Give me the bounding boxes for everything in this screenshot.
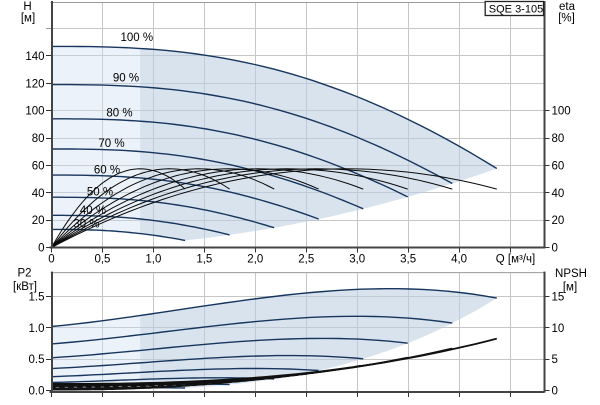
svg-text:50 %: 50 % <box>87 187 113 199</box>
svg-text:40: 40 <box>32 188 45 200</box>
svg-text:[м]: [м] <box>21 13 35 25</box>
svg-text:0.5: 0.5 <box>29 354 45 366</box>
svg-text:NPSH: NPSH <box>555 268 587 280</box>
svg-text:100 %: 100 % <box>120 32 153 44</box>
svg-text:0: 0 <box>552 386 558 398</box>
svg-text:SQE 3-105: SQE 3-105 <box>489 3 543 15</box>
svg-text:40 %: 40 % <box>80 205 106 217</box>
svg-text:5: 5 <box>552 354 558 366</box>
svg-text:60 %: 60 % <box>94 165 120 177</box>
svg-text:80: 80 <box>32 133 45 145</box>
svg-text:1.5: 1.5 <box>29 291 45 303</box>
svg-text:90 %: 90 % <box>113 73 139 85</box>
svg-text:20: 20 <box>32 215 45 227</box>
svg-text:0: 0 <box>38 243 44 255</box>
svg-text:0.0: 0.0 <box>29 386 45 398</box>
svg-text:80: 80 <box>552 133 565 145</box>
svg-text:2,5: 2,5 <box>298 254 314 266</box>
svg-text:20: 20 <box>552 215 565 227</box>
svg-text:H: H <box>23 1 31 13</box>
svg-text:1.0: 1.0 <box>29 323 45 335</box>
svg-text:60: 60 <box>552 160 565 172</box>
svg-text:3,0: 3,0 <box>349 254 365 266</box>
svg-text:100: 100 <box>552 106 571 118</box>
svg-text:0: 0 <box>552 243 558 255</box>
svg-text:80 %: 80 % <box>106 108 132 120</box>
svg-text:0,5: 0,5 <box>94 254 110 266</box>
svg-text:100: 100 <box>25 106 44 118</box>
svg-text:0: 0 <box>48 254 54 266</box>
svg-text:P2: P2 <box>17 268 31 280</box>
svg-text:[кВт]: [кВт] <box>13 281 37 293</box>
svg-text:30 %: 30 % <box>73 219 99 231</box>
svg-text:1,0: 1,0 <box>145 254 161 266</box>
svg-text:70 %: 70 % <box>98 138 124 150</box>
svg-text:15: 15 <box>552 291 565 303</box>
svg-text:10: 10 <box>552 323 565 335</box>
svg-text:2,0: 2,0 <box>247 254 263 266</box>
svg-text:60: 60 <box>32 160 45 172</box>
svg-text:120: 120 <box>25 78 44 90</box>
svg-text:4,0: 4,0 <box>451 254 467 266</box>
svg-text:[%]: [%] <box>558 13 575 25</box>
svg-text:3,5: 3,5 <box>400 254 416 266</box>
svg-text:eta: eta <box>559 1 576 13</box>
svg-text:140: 140 <box>25 51 44 63</box>
svg-text:[м]: [м] <box>563 282 577 294</box>
svg-text:40: 40 <box>552 188 565 200</box>
svg-text:1,5: 1,5 <box>196 254 212 266</box>
svg-text:Q [м³/ч]: Q [м³/ч] <box>496 254 535 266</box>
